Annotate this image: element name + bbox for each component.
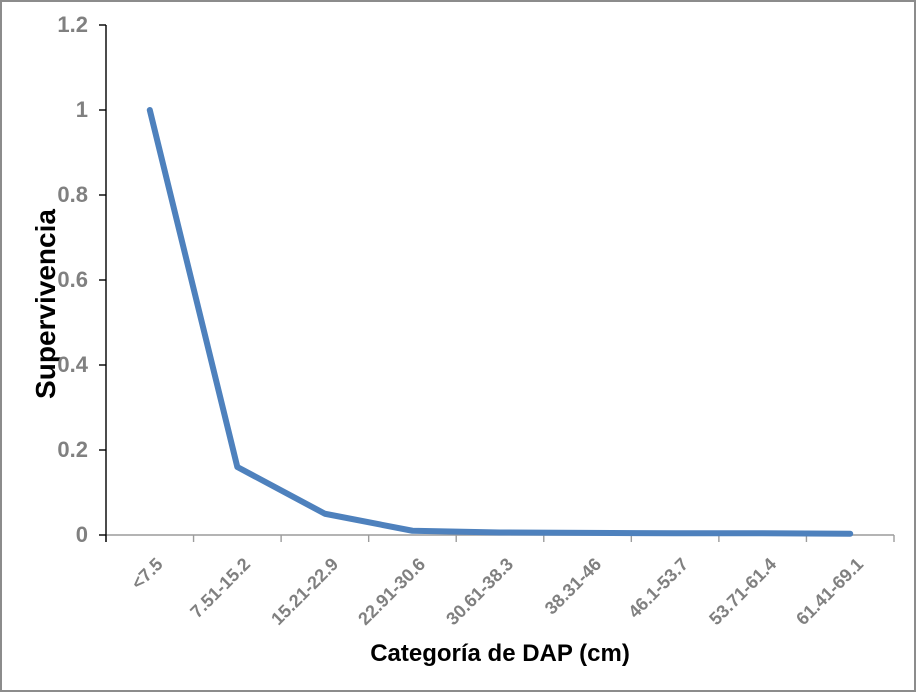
- y-tick-label: 0.6: [57, 267, 88, 292]
- y-tick-label: 0.2: [57, 437, 88, 462]
- x-axis-title: Categoría de DAP (cm): [370, 640, 630, 667]
- y-tick-label: 1.2: [57, 12, 88, 37]
- y-tick-label: 0.8: [57, 182, 88, 207]
- y-tick-label: 0.4: [57, 352, 88, 377]
- y-tick-label: 1: [75, 97, 88, 122]
- y-tick-label: 0: [75, 522, 88, 547]
- series-line-supervivencia: [146, 107, 854, 537]
